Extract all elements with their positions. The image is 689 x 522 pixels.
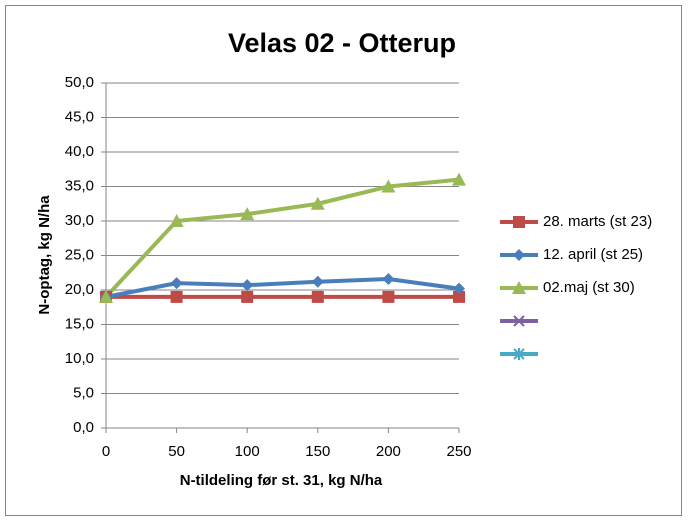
x-tick-label: 100 [235, 443, 260, 460]
series-line [104, 177, 460, 299]
y-tick-label: 20,0 [65, 281, 94, 298]
marker [512, 281, 526, 294]
series-line [105, 276, 460, 299]
y-tick-label: 5,0 [73, 384, 94, 401]
y-tick-label: 10,0 [65, 350, 94, 367]
marker [382, 272, 395, 285]
marker [452, 172, 466, 186]
marker [170, 290, 183, 303]
x-tick-label: 250 [446, 443, 471, 460]
marker [170, 277, 183, 290]
marker [513, 315, 525, 327]
marker [311, 275, 324, 288]
marker [453, 282, 465, 295]
x-tick-label: 150 [305, 443, 330, 460]
y-tick-label: 25,0 [65, 246, 94, 263]
y-axis-title: N-optag, kg N/ha [36, 195, 53, 315]
legend-label: 12. april (st 25) [543, 246, 643, 263]
marker [240, 207, 255, 221]
marker [382, 290, 395, 303]
legend-label: 02.maj (st 30) [543, 279, 635, 296]
marker [513, 249, 525, 261]
x-tick-label: 200 [376, 443, 401, 460]
x-tick-label: 50 [168, 443, 185, 460]
marker [453, 290, 465, 303]
y-tick-label: 0,0 [73, 419, 94, 436]
y-tick-label: 40,0 [65, 143, 94, 160]
marker [241, 279, 254, 292]
x-axis-title: N-tildeling før st. 31, kg N/ha [180, 472, 383, 489]
y-tick-label: 15,0 [65, 315, 94, 332]
legend-label: 28. marts (st 23) [543, 213, 652, 230]
marker [310, 196, 325, 210]
y-tick-label: 50,0 [65, 74, 94, 91]
x-tick-label: 0 [102, 443, 110, 460]
marker [311, 290, 324, 303]
marker [513, 216, 525, 228]
chart-border [5, 5, 682, 516]
marker [381, 179, 396, 193]
y-tick-label: 45,0 [65, 108, 94, 125]
chart-title: Velas 02 - Otterup [228, 28, 456, 58]
y-tick-label: 30,0 [65, 212, 94, 229]
marker [513, 348, 525, 360]
marker [241, 290, 254, 303]
y-tick-label: 35,0 [65, 177, 94, 194]
marker [99, 289, 113, 303]
marker [169, 214, 184, 227]
